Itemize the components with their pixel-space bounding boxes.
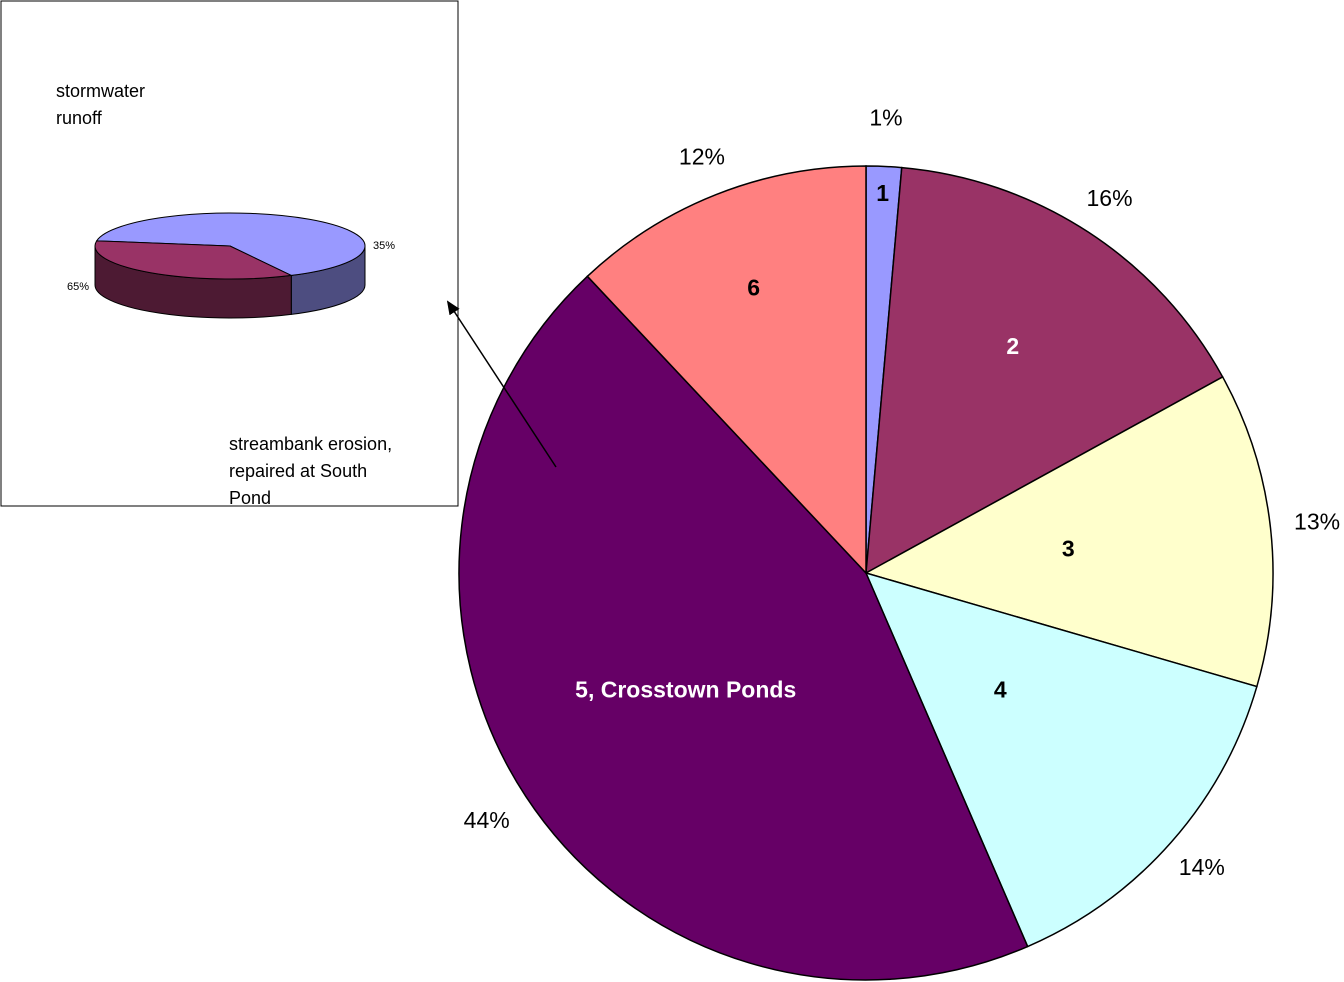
inset-pct-35: 35% [373,240,395,252]
inset-label-stormwater-line2: runoff [56,108,103,128]
slice-label-5-crosstown-ponds: 5, Crosstown Ponds [575,677,796,703]
pie-slice-4 [864,571,1258,948]
inset-label-stormwater-line1: stormwater [56,81,145,101]
pct-label-3: 13% [1294,508,1340,534]
pie-slice-6 [586,165,867,575]
pie-slice-3 [864,375,1274,688]
pie-slice-5-crosstown-ponds [458,275,1029,981]
slice-label-4: 4 [994,677,1007,703]
pct-label-6: 12% [679,144,725,170]
inset-slice-65 [95,212,366,276]
pct-label-2: 16% [1086,185,1132,211]
inset-slice-35 [94,240,294,280]
main-pie: 1 1% 2 16% 3 13% 4 14% 5, Crosstown Ponds 44% 6 12% [458,105,1340,981]
inset-label-streambank-line3: Pond [229,488,271,508]
slice-label-2: 2 [1006,333,1019,359]
inset-label-streambank-line1: streambank erosion, [229,434,392,454]
inset-label-streambank-line2: repaired at South [229,461,367,481]
slice-label-6: 6 [747,274,760,300]
slice-label-1: 1 [876,180,889,206]
pct-label-1: 1% [869,105,902,131]
pct-label-4: 14% [1179,854,1225,880]
inset-3d-pie: 65% 35% [67,212,395,319]
slice-label-3: 3 [1062,536,1075,562]
pie-slice-2 [865,166,1224,575]
callout-arrow [446,300,557,468]
pct-label-5-crosstown-ponds: 44% [464,807,510,833]
inset-pct-65: 65% [67,281,89,293]
